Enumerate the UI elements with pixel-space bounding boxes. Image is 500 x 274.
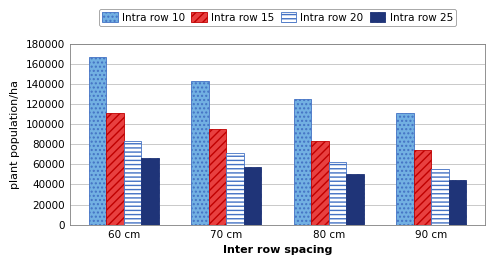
Bar: [448, 180, 466, 225]
Bar: [346, 175, 364, 225]
Bar: [294, 99, 312, 225]
Bar: [124, 141, 141, 225]
Bar: [226, 153, 244, 225]
Bar: [432, 169, 448, 225]
Bar: [106, 113, 124, 225]
Bar: [209, 129, 226, 225]
Legend: Intra row 10, Intra row 15, Intra row 20, Intra row 25: Intra row 10, Intra row 15, Intra row 20…: [99, 9, 456, 26]
Y-axis label: plant population/ha: plant population/ha: [10, 80, 20, 189]
X-axis label: Inter row spacing: Inter row spacing: [223, 245, 332, 255]
Bar: [312, 141, 329, 225]
Bar: [396, 113, 414, 225]
Bar: [244, 167, 261, 225]
Bar: [329, 162, 346, 225]
Bar: [141, 158, 158, 225]
Bar: [89, 57, 106, 225]
Bar: [414, 150, 432, 225]
Bar: [192, 81, 209, 225]
